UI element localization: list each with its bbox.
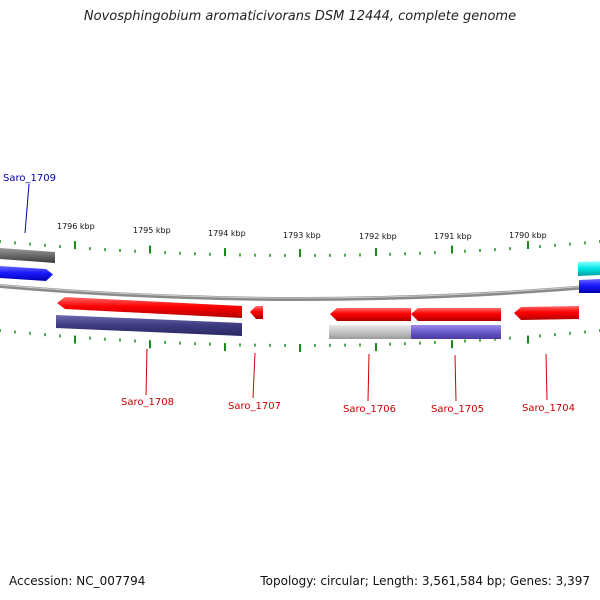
gene-label-saro-1707[interactable]: Saro_1707 (228, 401, 281, 412)
leader-saro-1709 (24, 183, 30, 234)
leader-saro-1708 (145, 348, 148, 396)
gene-label-saro-1705[interactable]: Saro_1705 (431, 404, 484, 415)
gene-saro-1708-arrow (57, 297, 242, 318)
leader-saro-1706 (367, 353, 370, 402)
map-title: Novosphingobium aromaticivorans DSM 1244… (83, 9, 517, 24)
outer-tick-row (0, 240, 600, 257)
gene-label-saro-1706[interactable]: Saro_1706 (343, 404, 396, 415)
tick-label-1790: 1790 kbp (509, 231, 547, 240)
inner-tick-row (0, 329, 600, 352)
feature-saro-1708-dark (56, 315, 242, 336)
gene-saro-1705-arrow (411, 308, 501, 321)
gene-saro-1707-arrow (250, 306, 263, 319)
feature-blue-right (579, 279, 600, 293)
tick-label-1796: 1796 kbp (57, 222, 95, 231)
tick-label-1795: 1795 kbp (133, 226, 171, 235)
tick-label-1791: 1791 kbp (434, 232, 472, 241)
gene-label-saro-1704[interactable]: Saro_1704 (522, 403, 575, 414)
gene-saro-1709-arrow (0, 266, 53, 281)
leader-saro-1707 (252, 352, 256, 399)
accession-text: Accession: NC_007794 (9, 574, 146, 588)
tick-label-1793: 1793 kbp (283, 231, 321, 240)
feature-saro-1706-gray (329, 325, 411, 339)
tick-label-1792: 1792 kbp (359, 232, 397, 241)
gene-label-saro-1709[interactable]: Saro_1709 (3, 173, 56, 184)
feature-saro-1705-purple (411, 325, 501, 339)
feature-gray-left (0, 248, 55, 263)
leader-saro-1704 (545, 353, 548, 401)
gene-saro-1706-arrow (330, 308, 411, 321)
tick-label-1794: 1794 kbp (208, 229, 246, 238)
leader-saro-1705 (454, 354, 457, 402)
genome-backbone-highlight (0, 284, 600, 299)
gene-saro-1704-arrow (514, 306, 579, 320)
genome-summary-text: Topology: circular; Length: 3,561,584 bp… (260, 574, 590, 588)
feature-cyan-right (578, 261, 600, 276)
gene-label-saro-1708[interactable]: Saro_1708 (121, 397, 174, 408)
genome-backbone (0, 284, 600, 301)
